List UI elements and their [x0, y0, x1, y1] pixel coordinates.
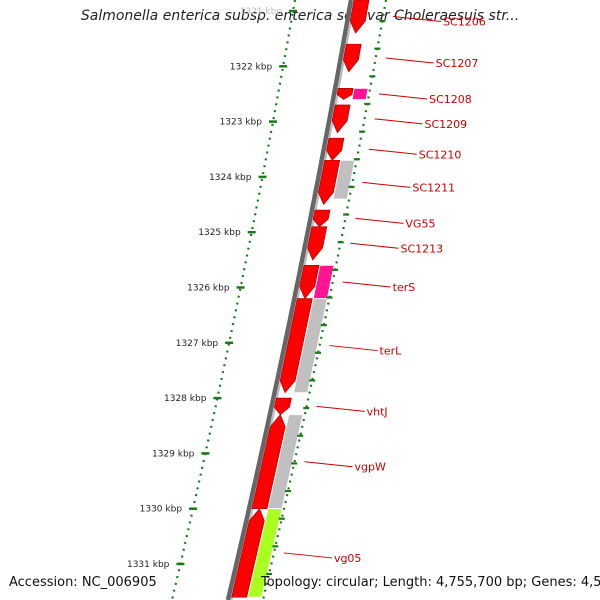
gene-arrow[interactable] [231, 508, 265, 598]
gene-arrow[interactable] [349, 0, 370, 34]
gene-label[interactable]: vgpW [355, 461, 386, 474]
leader-line [329, 345, 378, 352]
leader-line [374, 118, 423, 125]
gene-label[interactable]: SC1210 [419, 148, 462, 161]
gene-label[interactable]: SC1208 [429, 93, 472, 106]
scale-label: 1327 kbp [176, 339, 219, 349]
gene-arrow[interactable] [299, 265, 320, 300]
gene-label[interactable]: SC1206 [443, 16, 486, 29]
scale-label: 1328 kbp [164, 394, 207, 404]
annotation-track [247, 88, 369, 598]
gene-arrow[interactable] [343, 43, 362, 73]
scale-label: 1324 kbp [209, 173, 252, 183]
leader-line [316, 405, 365, 412]
gene-arrow[interactable] [331, 104, 351, 134]
annotation-block [332, 159, 356, 200]
gene-label[interactable]: SC1213 [400, 242, 443, 255]
gene-arrow[interactable] [326, 137, 345, 161]
leader-line [342, 281, 391, 288]
backbone-outer-line [225, 0, 354, 600]
scale-label: 1330 kbp [140, 505, 183, 515]
gene-track [231, 0, 370, 598]
accession-text: Accession: NC_006905 [9, 575, 157, 590]
annotation-block [293, 298, 328, 394]
leader-line [385, 57, 434, 64]
scale-label: 1323 kbp [220, 118, 263, 128]
leader-line [379, 93, 428, 100]
scale-label: 1331 kbp [127, 560, 170, 570]
leader-line [355, 217, 404, 224]
scale-label: 1325 kbp [198, 228, 241, 238]
gene-label[interactable]: vg05 [334, 552, 362, 565]
leader-line [304, 461, 353, 468]
genome-title: Salmonella enterica subsp. enterica sero… [80, 8, 520, 24]
gene-label[interactable]: SC1211 [412, 181, 455, 194]
gene-label[interactable]: VG55 [405, 217, 435, 230]
annotation-block [351, 88, 369, 100]
gene-arrow[interactable] [251, 414, 286, 510]
gene-label[interactable]: SC1207 [436, 57, 479, 70]
leader-line [368, 148, 417, 155]
gene-label[interactable]: terL [380, 345, 403, 358]
gene-arrow[interactable] [307, 226, 328, 261]
scale-ticks: 1321 kbp 1322 kbp 1323 kbp 1324 kbp 1325 kbp… [127, 7, 386, 576]
gene-label[interactable]: vhtJ [367, 405, 388, 418]
scale-label: 1321 kbp [240, 7, 283, 17]
leader-line [350, 242, 399, 249]
gene-arrow[interactable] [279, 298, 313, 394]
leader-line [393, 16, 442, 23]
genome-backbone [225, 0, 356, 600]
gene-arrow[interactable] [274, 397, 292, 416]
gene-label[interactable]: terS [393, 281, 416, 294]
gene-arrow[interactable] [312, 209, 331, 228]
gene-labels: SC1206 SC1207 SC1208 SC1209 SC1210 SC1211 VG55… [283, 16, 486, 565]
annotation-block [247, 508, 283, 598]
gene-arrow[interactable] [336, 88, 354, 100]
leader-line [283, 552, 333, 559]
scale-label: 1326 kbp [187, 284, 230, 294]
gene-label[interactable]: SC1209 [424, 118, 467, 131]
topology-text: Topology: circular; Length: 4,755,700 bp… [261, 575, 600, 590]
gene-arrow[interactable] [318, 159, 341, 206]
scale-label: 1329 kbp [152, 449, 195, 459]
leader-line [362, 181, 411, 188]
scale-label: 1322 kbp [230, 62, 273, 72]
